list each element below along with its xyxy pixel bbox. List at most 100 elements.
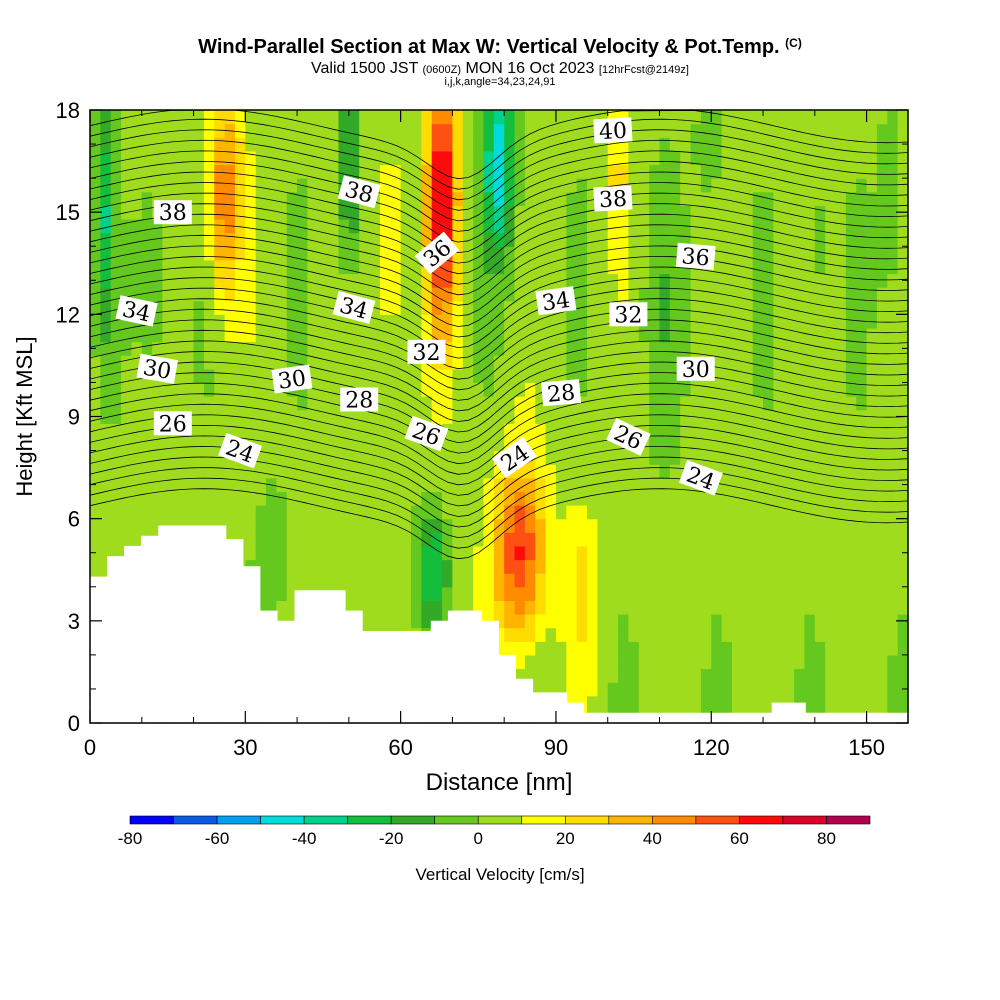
velocity-cell [649, 600, 661, 615]
velocity-cell [638, 423, 650, 438]
velocity-cell [618, 682, 630, 697]
velocity-cell [690, 436, 702, 452]
velocity-cell [783, 287, 795, 302]
velocity-cell [348, 450, 360, 465]
velocity-cell [597, 273, 609, 288]
velocity-cell [804, 505, 816, 520]
velocity-cell [866, 477, 878, 493]
velocity-cell [866, 436, 878, 452]
velocity-cell [245, 505, 257, 520]
velocity-cell [597, 545, 609, 561]
velocity-cell [390, 218, 402, 234]
velocity-cell [286, 586, 298, 601]
velocity-cell [183, 368, 195, 384]
velocity-cell [442, 259, 454, 275]
velocity-cell [794, 627, 806, 642]
velocity-cell [131, 436, 143, 452]
velocity-cell [131, 232, 143, 247]
chart-title-text: Wind-Parallel Section at Max W: Vertical… [198, 36, 780, 58]
velocity-cell [576, 682, 588, 697]
velocity-cell [876, 450, 888, 465]
velocity-cell [814, 110, 826, 125]
velocity-cell [856, 654, 868, 670]
velocity-cell [597, 150, 609, 166]
velocity-cell [566, 327, 578, 343]
velocity-cell [669, 137, 681, 152]
velocity-cell [317, 409, 329, 424]
velocity-cell [431, 382, 443, 397]
velocity-cell [410, 300, 422, 315]
velocity-cell [100, 368, 112, 384]
velocity-cell [462, 287, 474, 302]
velocity-cell [524, 110, 536, 125]
velocity-cell [638, 532, 650, 547]
velocity-cell [783, 409, 795, 424]
velocity-cell [763, 287, 774, 302]
velocity-cell [711, 668, 723, 683]
velocity-cell [887, 654, 899, 670]
velocity-cell [328, 137, 340, 152]
velocity-cell [607, 600, 619, 615]
velocity-cell [649, 246, 661, 261]
velocity-cell [607, 110, 619, 125]
velocity-cell [825, 586, 837, 601]
velocity-cell [804, 355, 816, 370]
velocity-cell [183, 287, 195, 302]
velocity-cell [452, 423, 464, 438]
velocity-cell [680, 137, 692, 152]
velocity-cell [234, 137, 246, 152]
velocity-cell [535, 668, 547, 683]
velocity-cell [783, 586, 795, 601]
velocity-cell [400, 327, 412, 343]
velocity-cell [400, 545, 412, 561]
velocity-cell [607, 396, 619, 411]
velocity-cell [338, 218, 350, 234]
velocity-cell [659, 450, 671, 465]
velocity-cell [628, 150, 640, 166]
velocity-cell [783, 341, 795, 356]
velocity-cell [452, 450, 464, 465]
velocity-cell [297, 573, 309, 588]
velocity-cell [193, 314, 205, 329]
velocity-cell [576, 396, 588, 411]
y-tick-label: 6 [68, 507, 80, 532]
velocity-cell [835, 259, 847, 275]
velocity-cell [462, 327, 474, 343]
velocity-cell [400, 246, 412, 261]
velocity-cell [825, 518, 837, 533]
velocity-cell [711, 341, 723, 356]
velocity-cell [700, 218, 712, 234]
velocity-cell [369, 341, 381, 356]
velocity-cell [545, 559, 557, 574]
velocity-cell [286, 532, 298, 547]
velocity-cell [731, 232, 743, 247]
velocity-cell [442, 191, 454, 206]
velocity-cell [307, 573, 319, 588]
velocity-cell [814, 164, 826, 179]
velocity-cell [628, 545, 640, 561]
velocity-cell [659, 423, 671, 438]
velocity-cell [369, 532, 381, 547]
velocity-cell [845, 668, 857, 683]
velocity-cell [669, 654, 681, 670]
velocity-cell [400, 559, 412, 574]
velocity-cell [514, 123, 526, 138]
velocity-cell [504, 178, 516, 193]
velocity-cell [669, 695, 681, 710]
velocity-cell [607, 218, 619, 234]
velocity-cell [587, 491, 598, 506]
velocity-cell [379, 505, 391, 520]
velocity-cell [545, 600, 557, 615]
velocity-cell [369, 150, 381, 166]
velocity-cell [514, 573, 526, 588]
velocity-cell [317, 355, 329, 370]
velocity-cell [452, 368, 464, 384]
velocity-cell [576, 137, 588, 152]
velocity-cell [742, 273, 754, 288]
velocity-cell [410, 382, 422, 397]
velocity-cell [555, 627, 567, 642]
colorbar-bin [826, 815, 871, 825]
velocity-cell [835, 150, 847, 166]
velocity-cell [307, 314, 319, 329]
velocity-cell [286, 273, 298, 288]
